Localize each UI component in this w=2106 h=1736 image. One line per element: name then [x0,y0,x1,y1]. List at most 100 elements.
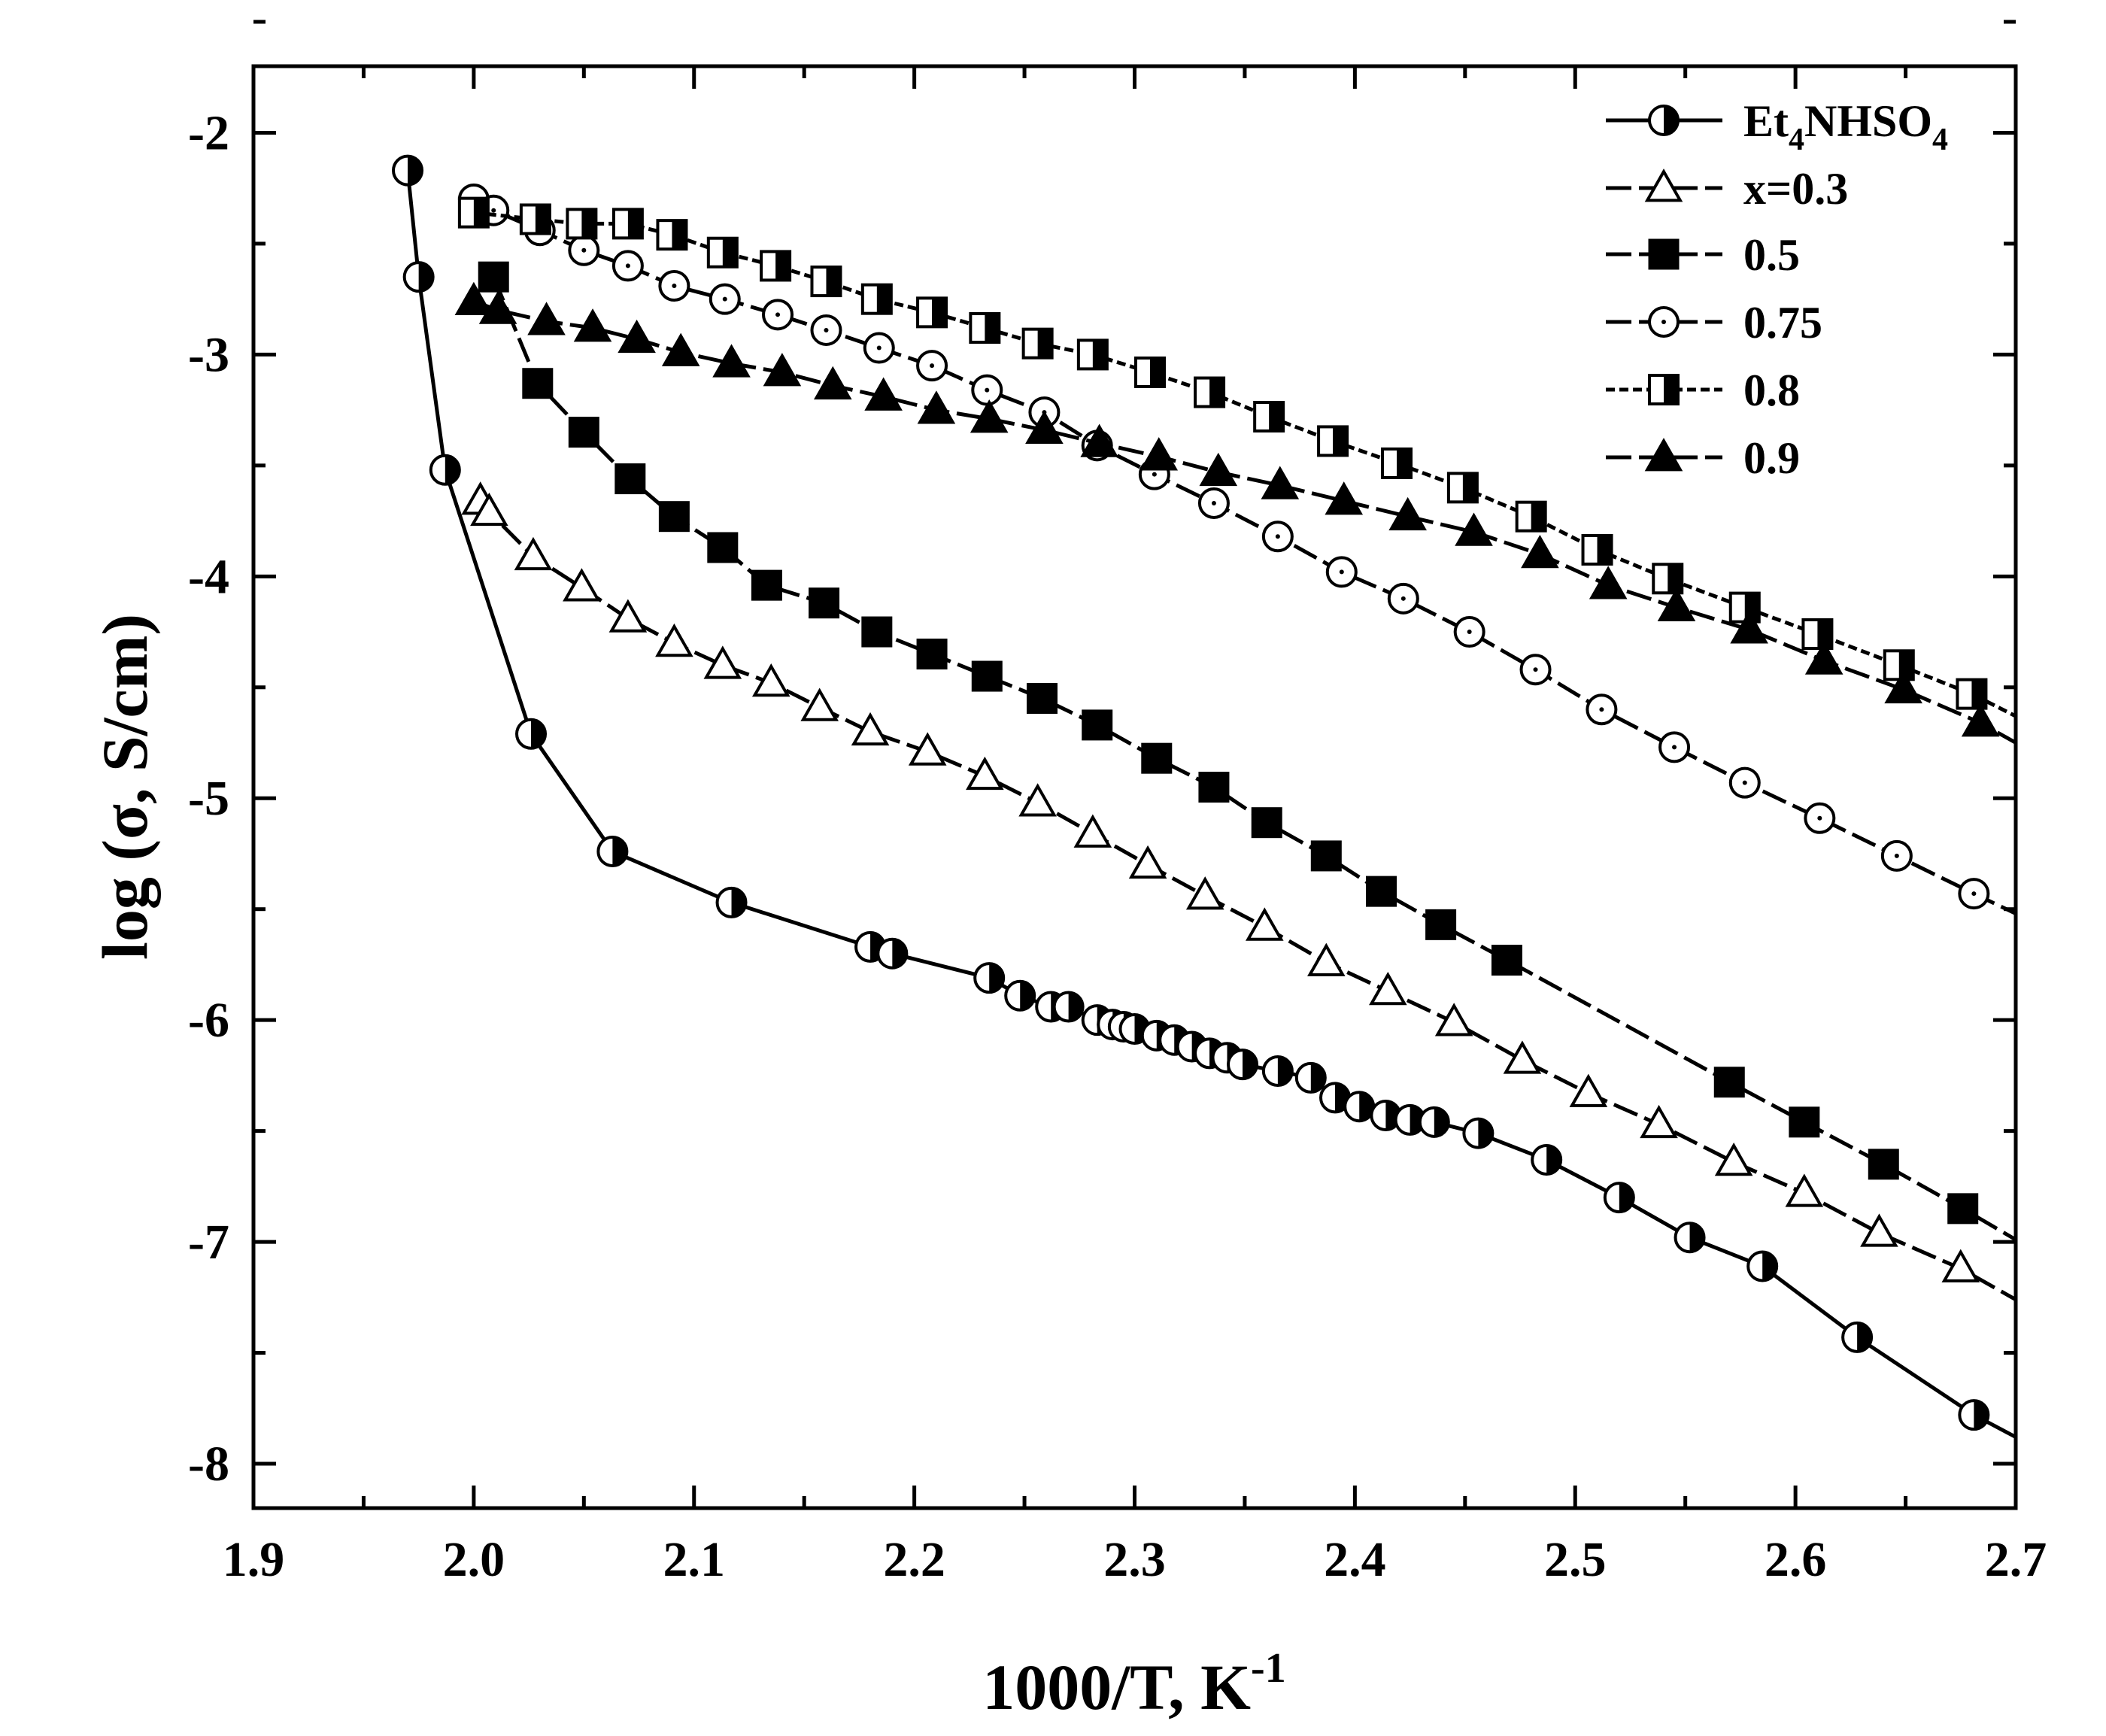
data-point [1076,338,1109,371]
data-point [1674,1222,1706,1254]
data-point [1194,376,1226,408]
data-point [1310,840,1342,872]
data-point [596,836,629,868]
data-point [1491,945,1522,976]
data-point [1652,563,1684,595]
x-axis-label: 1000/T, K-1 [982,1645,1285,1723]
data-point [1658,731,1691,763]
data-point [715,886,748,918]
data-point [1884,669,1922,704]
data-point [810,314,842,346]
legend-item: 0.75 [1606,298,1822,348]
data-point [615,463,646,495]
y-tick-label: -8 [188,1437,229,1492]
data-point [916,350,948,382]
series-line [478,499,2016,1301]
data-point [611,250,644,282]
data-point [1589,566,1628,599]
data-point [1958,878,1990,910]
data-point [876,937,909,970]
data-point [661,332,700,366]
data-point [1018,783,1057,817]
data-point [1947,1193,1979,1225]
data-point [1730,610,1768,644]
data-point [1381,447,1413,479]
legend-marker [1648,238,1680,270]
data-point [762,299,794,331]
data-point [1515,500,1547,533]
data-point [515,718,548,750]
data-point [1640,1104,1678,1139]
data-point [861,616,893,648]
data-point [1958,1399,1990,1431]
data-point [1418,1106,1450,1138]
x-tick-label: 2.5 [1544,1532,1607,1587]
data-point [402,261,435,293]
data-point [1789,1106,1820,1138]
legend-item: x=0.3 [1606,164,1848,214]
data-point [568,234,600,266]
data-point [1531,1143,1563,1176]
data-point [392,154,424,187]
data-point [1860,1213,1898,1247]
data-point [563,568,601,602]
data-point [1197,487,1230,519]
data-point [712,344,751,378]
data-point [1052,991,1085,1023]
data-point [1880,839,1913,872]
data-point [971,374,1003,406]
data-point [917,390,956,424]
data-point [1082,709,1113,741]
data-point [1581,533,1613,566]
axis-ticks [251,20,2018,1508]
data-point [1261,520,1294,553]
data-point [851,712,890,746]
series-4 [457,196,2016,718]
data-point [1503,1040,1542,1074]
data-point [703,645,742,679]
x-tick-label: 2.0 [443,1532,505,1587]
data-point [971,660,1003,692]
data-point [1455,512,1493,546]
data-point [969,312,1001,344]
data-point [800,687,839,721]
series-5 [454,281,2016,745]
y-tick-label: -7 [188,1215,229,1270]
legend-marker [1644,438,1683,472]
data-point [656,219,688,251]
data-point [573,308,612,342]
data-point [1521,534,1559,569]
data-point [1603,1182,1635,1214]
legend-marker [1648,374,1680,405]
data-point [1073,814,1112,848]
legend-marker [1648,306,1680,338]
data-point [1841,1321,1874,1353]
data-point [1141,742,1173,774]
data-point [658,269,690,302]
y-tick-label: -5 [188,771,229,826]
data-point [1941,1249,1980,1282]
data-point [568,417,599,448]
data-point [618,319,656,354]
data-point [1446,472,1479,504]
data-point [1261,466,1300,499]
data-point [1199,452,1238,487]
legend-label: 0.8 [1743,366,1800,415]
legend: Et4NHSO4 x=0.3 0.5 0.75 0.8 0.9 [1606,96,1948,483]
data-point [709,283,741,315]
tick-labels: 1.9 2.0 2.1 2.2 2.3 2.4 2.5 2.6 2.7 -2 -3 -4 -5 -6 -7 -… [188,105,2047,1587]
data-point [611,208,644,240]
legend-marker [1648,105,1680,136]
data-point [1245,907,1284,941]
series-line [472,197,2016,915]
data-point [1294,1061,1327,1094]
data-point [1569,1073,1608,1107]
data-point [1425,909,1457,940]
legend-marker [1644,168,1683,202]
data-point [1021,327,1054,360]
data-point [429,454,461,486]
data-point [478,290,517,324]
data-point [1434,1003,1473,1036]
data-point [1728,591,1761,624]
